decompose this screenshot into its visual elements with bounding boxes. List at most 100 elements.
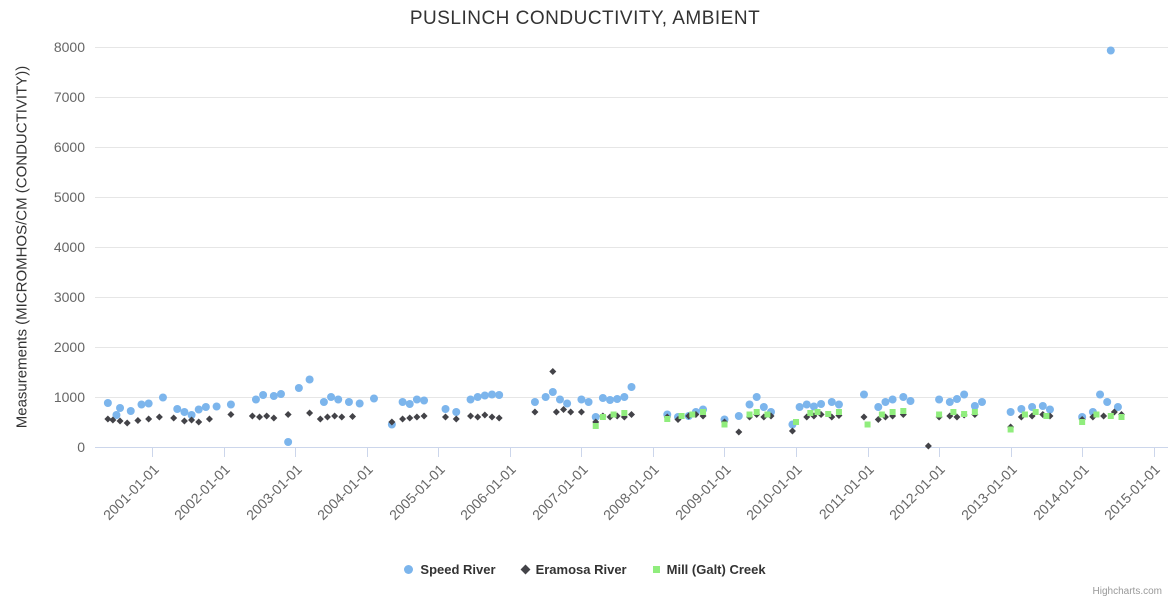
data-point-speed-river[interactable] <box>874 403 883 411</box>
data-point-speed-river[interactable] <box>276 390 285 398</box>
data-point-speed-river[interactable] <box>398 398 407 406</box>
data-point-eramosa-river[interactable] <box>488 413 496 421</box>
data-point-speed-river[interactable] <box>495 391 504 399</box>
highcharts-credits[interactable]: Highcharts.com <box>1092 586 1162 597</box>
data-point-mill-galt-creek[interactable] <box>889 409 896 415</box>
data-point-speed-river[interactable] <box>1113 403 1122 411</box>
data-point-mill-galt-creek[interactable] <box>950 409 957 415</box>
data-point-speed-river[interactable] <box>541 393 550 401</box>
data-point-eramosa-river[interactable] <box>495 414 503 422</box>
data-point-speed-river[interactable] <box>488 390 497 399</box>
data-point-mill-galt-creek[interactable] <box>1107 413 1114 419</box>
data-point-eramosa-river[interactable] <box>316 415 324 423</box>
data-point-speed-river[interactable] <box>530 398 539 406</box>
data-point-mill-galt-creek[interactable] <box>678 413 685 419</box>
data-point-speed-river[interactable] <box>1038 402 1047 410</box>
data-point-speed-river[interactable] <box>259 391 268 399</box>
data-point-eramosa-river[interactable] <box>860 413 868 421</box>
data-point-eramosa-river[interactable] <box>195 418 203 426</box>
data-point-speed-river[interactable] <box>795 403 804 411</box>
data-point-speed-river[interactable] <box>888 395 897 404</box>
data-point-eramosa-river[interactable] <box>188 416 196 424</box>
data-point-speed-river[interactable] <box>827 398 836 406</box>
data-point-eramosa-river[interactable] <box>628 411 635 418</box>
data-point-speed-river[interactable] <box>1106 46 1115 55</box>
data-point-speed-river[interactable] <box>420 396 429 405</box>
data-point-speed-river[interactable] <box>745 400 754 409</box>
data-point-speed-river[interactable] <box>452 408 461 416</box>
data-point-mill-galt-creek[interactable] <box>961 411 968 417</box>
data-point-speed-river[interactable] <box>1103 398 1112 406</box>
data-point-mill-galt-creek[interactable] <box>621 410 628 416</box>
data-point-eramosa-river[interactable] <box>134 417 142 424</box>
data-point-eramosa-river[interactable] <box>263 412 271 420</box>
data-point-eramosa-river[interactable] <box>338 413 346 421</box>
data-point-eramosa-river[interactable] <box>109 416 117 424</box>
data-point-mill-galt-creek[interactable] <box>664 416 671 422</box>
data-point-speed-river[interactable] <box>187 411 196 419</box>
data-point-mill-galt-creek[interactable] <box>900 408 907 414</box>
data-point-eramosa-river[interactable] <box>474 413 482 421</box>
data-point-speed-river[interactable] <box>591 413 600 421</box>
data-point-mill-galt-creek[interactable] <box>971 409 978 415</box>
data-point-mill-galt-creek[interactable] <box>689 411 696 418</box>
data-point-mill-galt-creek[interactable] <box>825 411 832 417</box>
data-point-eramosa-river[interactable] <box>180 417 188 425</box>
data-point-speed-river[interactable] <box>613 395 622 403</box>
data-point-eramosa-river[interactable] <box>549 368 557 375</box>
data-point-speed-river[interactable] <box>319 398 328 406</box>
data-point-speed-river[interactable] <box>112 411 121 419</box>
data-point-speed-river[interactable] <box>627 383 636 391</box>
data-point-eramosa-river[interactable] <box>567 408 575 416</box>
data-point-eramosa-river[interactable] <box>442 413 450 421</box>
data-point-eramosa-river[interactable] <box>531 408 539 416</box>
data-point-mill-galt-creek[interactable] <box>592 423 599 429</box>
data-point-speed-river[interactable] <box>126 407 135 415</box>
data-point-speed-river[interactable] <box>859 390 868 399</box>
data-point-speed-river[interactable] <box>480 391 489 400</box>
data-point-speed-river[interactable] <box>978 398 987 406</box>
data-point-mill-galt-creek[interactable] <box>814 409 821 415</box>
data-point-speed-river[interactable] <box>906 397 915 405</box>
data-point-speed-river[interactable] <box>344 398 353 406</box>
data-point-eramosa-river[interactable] <box>123 419 131 427</box>
data-point-eramosa-river[interactable] <box>145 415 153 423</box>
data-point-speed-river[interactable] <box>466 395 475 404</box>
data-point-mill-galt-creek[interactable] <box>1032 409 1039 415</box>
data-point-eramosa-river[interactable] <box>256 413 264 421</box>
data-point-speed-river[interactable] <box>620 393 629 401</box>
data-point-speed-river[interactable] <box>103 399 112 407</box>
data-point-speed-river[interactable] <box>584 398 593 406</box>
data-point-eramosa-river[interactable] <box>1100 412 1108 420</box>
data-point-speed-river[interactable] <box>412 395 421 404</box>
data-point-eramosa-river[interactable] <box>560 406 568 413</box>
data-point-eramosa-river[interactable] <box>104 415 112 423</box>
data-point-eramosa-river[interactable] <box>170 414 178 422</box>
data-point-mill-galt-creek[interactable] <box>700 409 707 415</box>
data-point-speed-river[interactable] <box>251 395 260 404</box>
data-point-speed-river[interactable] <box>952 395 961 403</box>
data-point-speed-river[interactable] <box>355 399 364 408</box>
data-point-mill-galt-creek[interactable] <box>864 421 871 428</box>
data-point-speed-river[interactable] <box>158 393 167 402</box>
data-point-speed-river[interactable] <box>1006 408 1015 416</box>
data-point-speed-river[interactable] <box>1045 405 1054 414</box>
data-point-eramosa-river[interactable] <box>227 411 235 418</box>
data-point-eramosa-river[interactable] <box>735 428 743 436</box>
data-point-eramosa-river[interactable] <box>399 415 407 423</box>
data-point-speed-river[interactable] <box>173 405 182 413</box>
data-point-speed-river[interactable] <box>1017 405 1026 413</box>
data-point-eramosa-river[interactable] <box>406 414 414 422</box>
data-point-speed-river[interactable] <box>577 395 586 404</box>
data-point-mill-galt-creek[interactable] <box>753 409 760 415</box>
data-point-speed-river[interactable] <box>834 400 843 409</box>
data-point-mill-galt-creek[interactable] <box>610 411 617 418</box>
data-point-mill-galt-creek[interactable] <box>807 410 814 416</box>
data-point-mill-galt-creek[interactable] <box>746 411 753 418</box>
data-point-speed-river[interactable] <box>441 405 450 413</box>
data-point-eramosa-river[interactable] <box>413 413 421 421</box>
data-point-speed-river[interactable] <box>881 398 890 406</box>
data-point-speed-river[interactable] <box>180 408 189 416</box>
data-point-eramosa-river[interactable] <box>552 408 560 416</box>
data-point-eramosa-river[interactable] <box>323 413 331 421</box>
